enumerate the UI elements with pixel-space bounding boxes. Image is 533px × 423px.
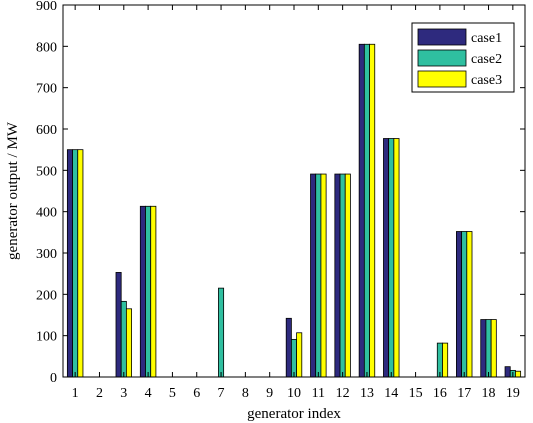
- bar-case3-12: [344, 173, 351, 378]
- x-tick-label: 14: [384, 386, 398, 401]
- x-tick-label: 7: [218, 386, 225, 401]
- bar-case2-14: [388, 138, 395, 378]
- bar-case3-1: [77, 149, 84, 378]
- bar-case1-4: [139, 205, 146, 378]
- bar-case1-1: [66, 149, 73, 378]
- bar-case1-12: [334, 173, 341, 378]
- x-tick-label: 6: [193, 386, 200, 401]
- y-axis-label: generator output / MW: [5, 121, 21, 260]
- x-tick-label: 19: [506, 386, 520, 401]
- legend-label-case3: case3: [471, 73, 502, 88]
- bar-case2-4: [145, 205, 152, 378]
- bar-case3-3: [125, 308, 132, 378]
- bar-case1-13: [358, 43, 365, 378]
- bar-case3-14: [393, 138, 400, 378]
- x-tick-label: 2: [96, 386, 103, 401]
- bar-case1-17: [456, 231, 463, 378]
- y-tick-label: 200: [36, 288, 57, 303]
- x-tick-label: 18: [482, 386, 496, 401]
- bar-case3-11: [320, 173, 327, 378]
- x-tick-label: 17: [457, 386, 471, 401]
- y-tick-label: 0: [50, 371, 57, 386]
- y-axis: 0 100 200 300 400 500 600 700 800 900: [36, 0, 525, 386]
- x-tick-label: 10: [287, 386, 301, 401]
- y-tick-label: 100: [36, 330, 57, 345]
- y-tick-label: 500: [36, 164, 57, 179]
- bar-case2-7: [218, 287, 225, 378]
- x-tick-label: 9: [266, 386, 273, 401]
- bar-case3-17: [466, 231, 473, 378]
- bar-case3-13: [369, 43, 376, 378]
- bar-case1-14: [383, 138, 390, 378]
- x-axis-label: generator index: [247, 406, 341, 422]
- legend-swatch-case2: [417, 49, 467, 67]
- legend: case1 case2 case3: [411, 22, 515, 93]
- bar-case2-17: [461, 231, 468, 378]
- legend-swatch-case3: [417, 70, 467, 88]
- x-axis: 1 2 3 4 5 6 7 8 9 10 11 12 13 14 15 16 17 18 19: [72, 5, 520, 401]
- x-tick-label: 8: [242, 386, 249, 401]
- x-tick-label: 5: [169, 386, 176, 401]
- x-tick-label: 15: [409, 386, 423, 401]
- bar-case2-18: [485, 319, 492, 378]
- y-tick-label: 900: [36, 0, 57, 14]
- x-tick-label: 16: [433, 386, 447, 401]
- bar-case2-1: [72, 149, 79, 378]
- bar-case1-19: [504, 366, 511, 378]
- x-tick-label: 12: [336, 386, 350, 401]
- bar-case2-12: [339, 173, 346, 378]
- y-tick-label: 600: [36, 123, 57, 138]
- bar-case2-13: [363, 43, 370, 378]
- bar-case3-10: [296, 332, 303, 378]
- y-tick-label: 700: [36, 82, 57, 97]
- bar-case3-18: [490, 319, 497, 378]
- bar-case2-3: [120, 300, 127, 378]
- x-tick-label: 13: [360, 386, 374, 401]
- legend-swatch-case1: [417, 28, 467, 46]
- bar-case3-16: [442, 342, 449, 378]
- legend-label-case1: case1: [471, 31, 502, 46]
- bar-case3-4: [150, 205, 157, 378]
- y-tick-label: 300: [36, 247, 57, 262]
- bars-layer: [66, 43, 522, 378]
- bar-case3-19: [515, 370, 522, 378]
- x-tick-label: 4: [145, 386, 152, 401]
- bar-case2-10: [290, 338, 297, 378]
- y-tick-label: 800: [36, 40, 57, 55]
- x-tick-label: 1: [72, 386, 79, 401]
- x-tick-label: 3: [120, 386, 127, 401]
- x-tick-label: 11: [312, 386, 325, 401]
- bar-case2-11: [315, 173, 322, 378]
- bar-case1-10: [285, 317, 292, 378]
- bar-case1-3: [115, 272, 122, 378]
- bar-case2-16: [436, 342, 443, 378]
- legend-label-case2: case2: [471, 52, 502, 67]
- bar-case1-18: [480, 319, 487, 378]
- bar-case1-11: [310, 173, 317, 378]
- y-tick-label: 400: [36, 206, 57, 221]
